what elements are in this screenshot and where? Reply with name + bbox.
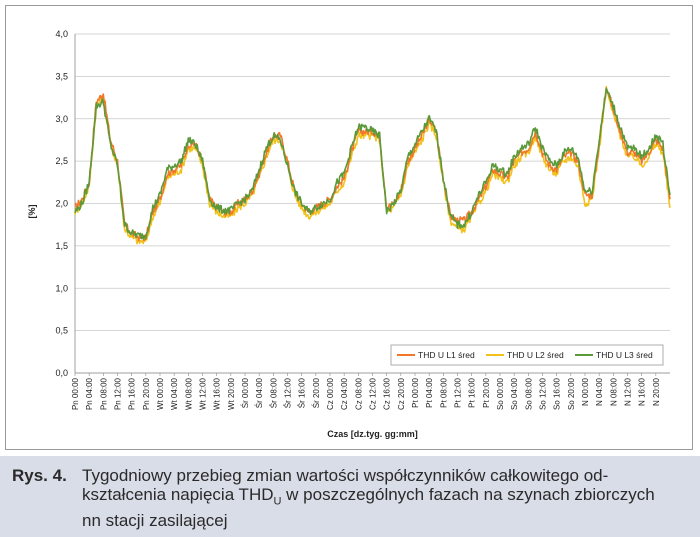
caption-line-3: nn stacji zasilającej [82,511,228,531]
x-tick-label: N 00:00 [581,377,590,406]
y-tick-label: 3,0 [55,114,68,124]
y-tick-label: 0,5 [55,326,68,336]
x-tick-label: So 08:00 [524,377,533,410]
x-tick-label: So 04:00 [510,377,519,410]
x-tick-label: N 04:00 [595,377,604,406]
x-tick-label: Pn 08:00 [99,377,108,410]
y-tick-label: 1,5 [55,241,68,251]
y-axis-label: [%] [27,205,37,219]
y-tick-label: 3,5 [55,71,68,81]
y-tick-label: 2,0 [55,199,68,209]
legend-entry: THD U L3 śred [596,350,653,360]
x-tick-label: Śr 08:00 [269,377,278,408]
x-tick-label: N 16:00 [638,377,647,406]
x-tick-label: Wt 00:00 [156,377,165,410]
x-tick-labels: Pn 00:00 Pn 04:00 Pn 08:00 Pn 12:00 Pn 16:00… [71,373,661,410]
x-tick-label: So 00:00 [496,377,505,410]
y-tick-label: 2,5 [55,156,68,166]
x-tick-label: Pt 16:00 [468,377,477,407]
x-tick-label: Pn 20:00 [142,377,151,410]
x-axis-label: Czas [dz.tyg. gg:mm] [327,429,418,439]
series-line-2 [74,85,671,245]
x-tick-label: Wt 20:00 [227,377,236,410]
chart: 0,00,51,01,52,02,53,03,54,0 Pn 00:00 Pn 0… [27,29,671,439]
x-tick-label: Pn 04:00 [85,377,94,410]
x-tick-label: Pt 04:00 [425,377,434,407]
x-tick-label: Wt 12:00 [199,377,208,410]
x-tick-label: Pt 00:00 [411,377,420,407]
series-line-1 [74,87,671,242]
caption-subscript: U [273,495,282,508]
x-tick-label: N 08:00 [609,377,618,406]
series-line-3 [74,87,671,240]
legend-entry: THD U L1 śred [418,350,475,360]
x-tick-label: Cz 08:00 [354,377,363,410]
caption-line-2-text: kształcenia napięcia THD [82,485,274,504]
chart-frame [5,5,693,450]
x-tick-label: So 16:00 [553,377,562,410]
caption-text: Tygodniowy przebieg zmian wartości współ… [82,466,682,530]
x-tick-label: Śr 04:00 [255,377,264,408]
x-tick-label: Cz 00:00 [326,377,335,410]
x-tick-label: Wt 16:00 [213,377,222,410]
caption-line-1: Tygodniowy przebieg zmian wartości współ… [82,466,609,485]
x-tick-label: Śr 20:00 [312,377,321,408]
series-lines [74,85,671,245]
legend-entry: THD U L2 śred [507,350,564,360]
x-tick-label: Cz 12:00 [369,377,378,410]
legend-box [390,344,664,366]
x-tick-label: Pn 12:00 [114,377,123,410]
x-tick-label: So 20:00 [567,377,576,410]
x-tick-label: Śr 12:00 [284,377,293,408]
legend: THD U L1 śred THD U L2 śred THD U L3 śred [390,344,664,366]
x-tick-label: Śr 00:00 [241,377,250,408]
x-tick-label: Wt 04:00 [170,377,179,410]
x-tick-label: Wt 08:00 [184,377,193,410]
x-tick-label: Pt 08:00 [439,377,448,407]
y-tick-labels: 0,0 0,5 1,0 1,5 2,0 2,5 3,0 3,5 4,0 [55,29,68,378]
x-tick-label: Pt 20:00 [482,377,491,407]
x-tick-label: Cz 20:00 [397,377,406,410]
x-tick-label: N 20:00 [652,377,661,406]
x-tick-label: Pn 00:00 [71,377,80,410]
y-tick-label: 4,0 [55,29,68,39]
x-tick-label: So 12:00 [539,377,548,410]
y-tick-label: 0,0 [55,368,68,378]
x-tick-label: N 12:00 [624,377,633,406]
x-tick-label: Pn 16:00 [128,377,137,410]
grid [74,33,670,374]
figure-caption: Rys. 4. Tygodniowy przebieg zmian wartoś… [0,456,700,537]
x-tick-label: Śr 16:00 [298,377,307,408]
x-tick-label: Pt 12:00 [454,377,463,407]
y-tick-label: 1,0 [55,283,68,293]
caption-label: Rys. 4. [12,466,67,485]
x-tick-label: Cz 04:00 [340,377,349,410]
x-tick-label: Cz 16:00 [383,377,392,410]
caption-line-2-rest: w poszczególnych fazach na szynach zbior… [281,485,655,504]
caption-line-2: kształcenia napięcia THDU w poszczególny… [82,485,682,511]
